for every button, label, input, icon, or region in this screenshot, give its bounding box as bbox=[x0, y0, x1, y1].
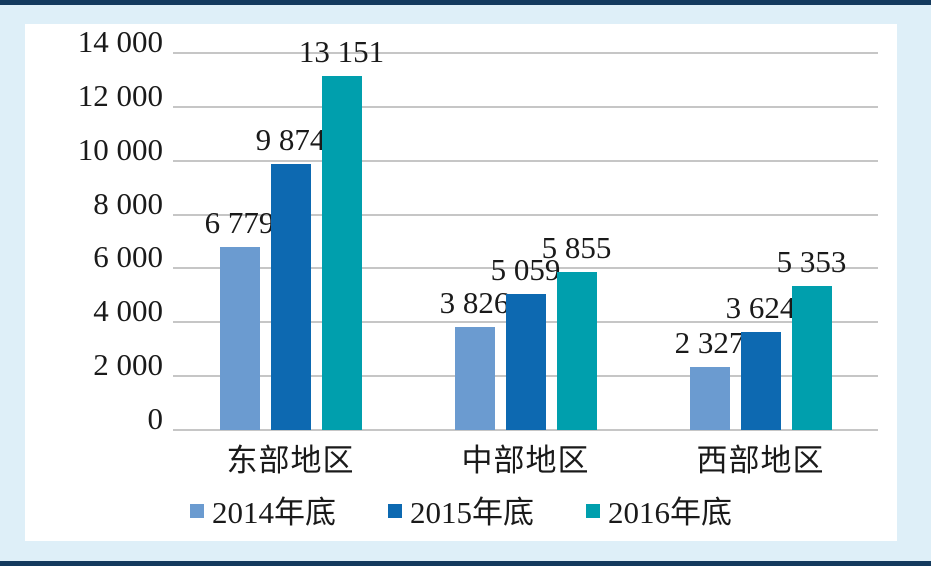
x-axis-label: 西部地区 bbox=[696, 443, 825, 478]
legend-item: 2015年底 bbox=[388, 496, 534, 530]
bar bbox=[556, 272, 597, 430]
y-axis-tick-label: 10 000 bbox=[77, 131, 163, 167]
bar bbox=[321, 75, 362, 430]
legend: 2014年底 2015年底 2016年底 bbox=[25, 496, 897, 530]
legend-label: 2016年底 bbox=[608, 495, 732, 530]
legend-swatch-icon bbox=[586, 504, 600, 518]
y-axis-tick-label: 6 000 bbox=[93, 239, 163, 275]
bar-value-label: 5 855 bbox=[541, 230, 612, 266]
y-axis-tick-label: 8 000 bbox=[93, 185, 163, 221]
bar bbox=[740, 332, 781, 430]
gridline bbox=[173, 267, 878, 270]
bar-value-label: 13 151 bbox=[298, 33, 385, 69]
gridline bbox=[173, 159, 878, 162]
legend-label: 2015年底 bbox=[410, 495, 534, 530]
legend-item: 2016年底 bbox=[586, 496, 732, 530]
gridline bbox=[173, 105, 878, 108]
y-axis-tick-label: 12 000 bbox=[77, 77, 163, 113]
legend-swatch-icon bbox=[388, 504, 402, 518]
bar bbox=[219, 247, 260, 430]
bar bbox=[454, 326, 495, 430]
y-axis-tick-label: 2 000 bbox=[93, 347, 163, 383]
bar-value-label: 5 353 bbox=[776, 243, 847, 279]
legend-swatch-icon bbox=[190, 504, 204, 518]
bar bbox=[791, 285, 832, 430]
bar-value-label: 3 624 bbox=[725, 290, 796, 326]
y-axis-tick-label: 14 000 bbox=[77, 24, 163, 59]
gridline bbox=[173, 213, 878, 216]
chart-panel: 0 2 000 4 000 6 000 8 000 10 000 12 000 14 000 6… bbox=[25, 24, 897, 541]
gridline bbox=[173, 429, 878, 431]
bar-value-label: 9 874 bbox=[255, 122, 326, 158]
legend-item: 2014年底 bbox=[190, 496, 336, 530]
bar-value-label: 6 779 bbox=[204, 205, 275, 241]
bar-value-label: 2 327 bbox=[674, 325, 745, 361]
bar bbox=[505, 293, 546, 430]
bar bbox=[270, 164, 311, 430]
bar bbox=[689, 367, 730, 430]
legend-label: 2014年底 bbox=[212, 495, 336, 530]
y-axis-tick-label: 4 000 bbox=[93, 293, 163, 329]
x-axis-label: 中部地区 bbox=[461, 443, 590, 478]
y-axis-tick-label: 0 bbox=[147, 401, 164, 436]
bar-value-label: 5 059 bbox=[490, 251, 561, 287]
bottom-rule bbox=[0, 561, 931, 566]
gridline bbox=[173, 52, 878, 54]
plot-area: 0 2 000 4 000 6 000 8 000 10 000 12 000 14 000 6… bbox=[78, 26, 878, 478]
bar-value-label: 3 826 bbox=[439, 284, 510, 320]
top-rule bbox=[0, 0, 931, 5]
x-axis-label: 东部地区 bbox=[226, 443, 355, 478]
